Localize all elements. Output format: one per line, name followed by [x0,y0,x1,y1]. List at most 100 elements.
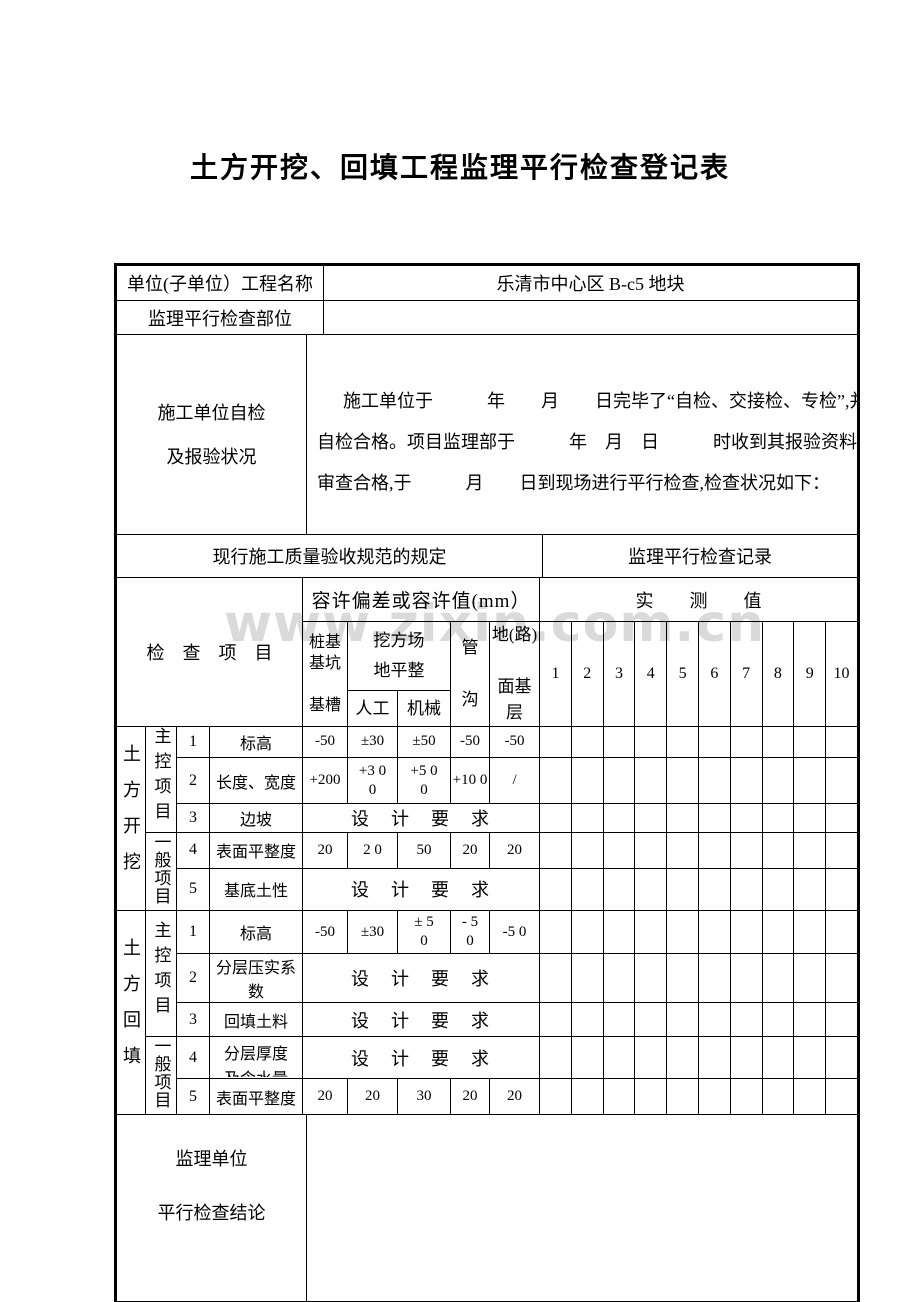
measure-cell [602,803,636,833]
tolerance-value: 20 [488,1078,541,1115]
col-pipe-header: 管 沟 [450,621,490,727]
measure-cell [539,1002,572,1037]
measure-cell [602,1002,636,1037]
measure-cell [793,1078,827,1115]
row-item: 标高 [209,910,303,954]
row-item: 标高 [209,726,303,758]
table-row: 土方开挖 主控项目 1 标高 -50 ±30 ±50 -50 -50 [116,726,858,911]
measure-col-2: 2 [570,621,604,727]
measure-cell [729,803,763,833]
measure-cell [697,953,731,1003]
measure-cell [666,910,699,954]
measure-cell [825,953,858,1003]
measure-cell [825,756,858,805]
measure-cell [666,726,699,758]
inspection-grid: 检 查 项 目 容许偏差或容许值(mm） 实 测 值 桩基 基坑 基槽 挖方场 … [116,577,858,1115]
self-check-label: 施工单位自检 及报验状况 [116,334,307,535]
measure-cell [539,832,572,869]
measure-cell [602,832,636,869]
form-table: 单位(子单位）工程名称 乐清市中心区 B-c5 地块 监理平行检查部位 施工单位… [114,263,860,1302]
measure-cell [666,953,699,1003]
measure-cell [761,726,795,758]
tolerance-value: -50 [450,726,490,758]
measure-cell [825,1078,858,1115]
tolerance-value: 20 [450,1078,490,1115]
design-requirement: 设 计 要 求 [301,867,541,912]
row-num: 1 [176,910,210,954]
row-item: 分层压实系数 [209,953,303,1003]
row-item: 表面平整度 [209,832,303,869]
page-title: 土方开挖、回填工程监理平行检查登记表 [189,153,730,184]
measure-cell [697,803,731,833]
measure-cell [729,756,763,805]
measure-cell [761,832,795,869]
tolerance-value: - 5 0 [450,910,490,954]
measure-cell [539,953,572,1003]
row-num: 5 [176,867,210,912]
measure-cell [825,1035,858,1080]
table-row: 5 表面平整度 20 20 30 20 20 [117,1078,858,1115]
measure-col-9: 9 [793,621,827,727]
tolerance-value: ±50 [397,726,451,758]
measure-cell [697,1035,731,1080]
measure-cell [570,803,604,833]
tolerance-value: 20 [450,832,490,869]
measure-cell [793,1035,827,1080]
design-requirement: 设 计 要 求 [301,803,541,833]
measure-cell [570,1078,604,1115]
measure-cell [761,867,795,912]
tolerance-value: / [488,756,541,805]
measure-cell [697,832,731,869]
measure-cell [634,867,668,912]
measure-cell [539,910,572,954]
measure-cell [634,953,668,1003]
measure-cell [634,756,668,805]
measure-cell [634,910,668,954]
measure-cell [570,726,604,758]
design-requirement: 设 计 要 求 [301,1002,541,1037]
measure-cell [825,1002,858,1037]
statement-line1: 施工单位于 年 月 日完毕了“自检、交接检、专检”,并 [343,391,858,411]
measure-cell [793,803,827,833]
table-row: 单位(子单位）工程名称 乐清市中心区 B-c5 地块 [116,265,858,301]
measure-cell [825,803,858,833]
measure-cell [825,726,858,758]
measure-cell [697,726,731,758]
table-row: 土方回填 主控项目 1 标高 -50 ±30 ± 5 0 - 5 0 -5 0 [116,910,858,1115]
measure-col-7: 7 [729,621,763,727]
measure-cell [761,756,795,805]
tolerance-value: 20 [302,1078,348,1115]
table-row: 人工 机械 [117,689,858,728]
measure-cell [602,953,636,1003]
table-row: 检 查 项 目 容许偏差或容许值(mm） 实 测 值 [116,577,858,727]
measure-cell [729,1035,763,1080]
measure-col-4: 4 [634,621,668,727]
col-manual-header: 人工 [347,689,398,728]
col-ground-header: 地(路) 面基层 [488,621,541,727]
check-item-header: 检 查 项 目 [116,577,303,727]
table-row: 2 长度、宽度 +200 +3 0 0 +5 0 0 +10 0 / [117,756,858,805]
measure-col-5: 5 [666,621,699,727]
measure-cell [697,867,731,912]
group-general: 一般项目 [145,832,177,911]
measure-cell [539,1035,572,1080]
measure-cell [666,1035,699,1080]
measure-cell [729,832,763,869]
tolerance-value: 20 [488,832,541,869]
measure-cell [729,726,763,758]
tolerance-value: 20 [347,1078,398,1115]
statement-line3: 审查合格,于 月 日到现场进行平行检查,检查状况如下： [317,473,830,493]
measure-cell [602,756,636,805]
statement-line2: 自检合格。项目监理部于 年 月 日 时收到其报验资料, [317,432,858,452]
row-item: 基底土性 [209,867,303,912]
measure-cell [729,1002,763,1037]
row-num: 4 [176,832,210,869]
tolerance-value: 20 [302,832,348,869]
spec-rules-header: 现行施工质量验收规范的规定 [116,534,543,578]
measure-cell [793,867,827,912]
measure-col-6: 6 [697,621,731,727]
measure-cell [666,1002,699,1037]
measure-cell [729,910,763,954]
design-requirement: 设 计 要 求 [301,953,541,1003]
